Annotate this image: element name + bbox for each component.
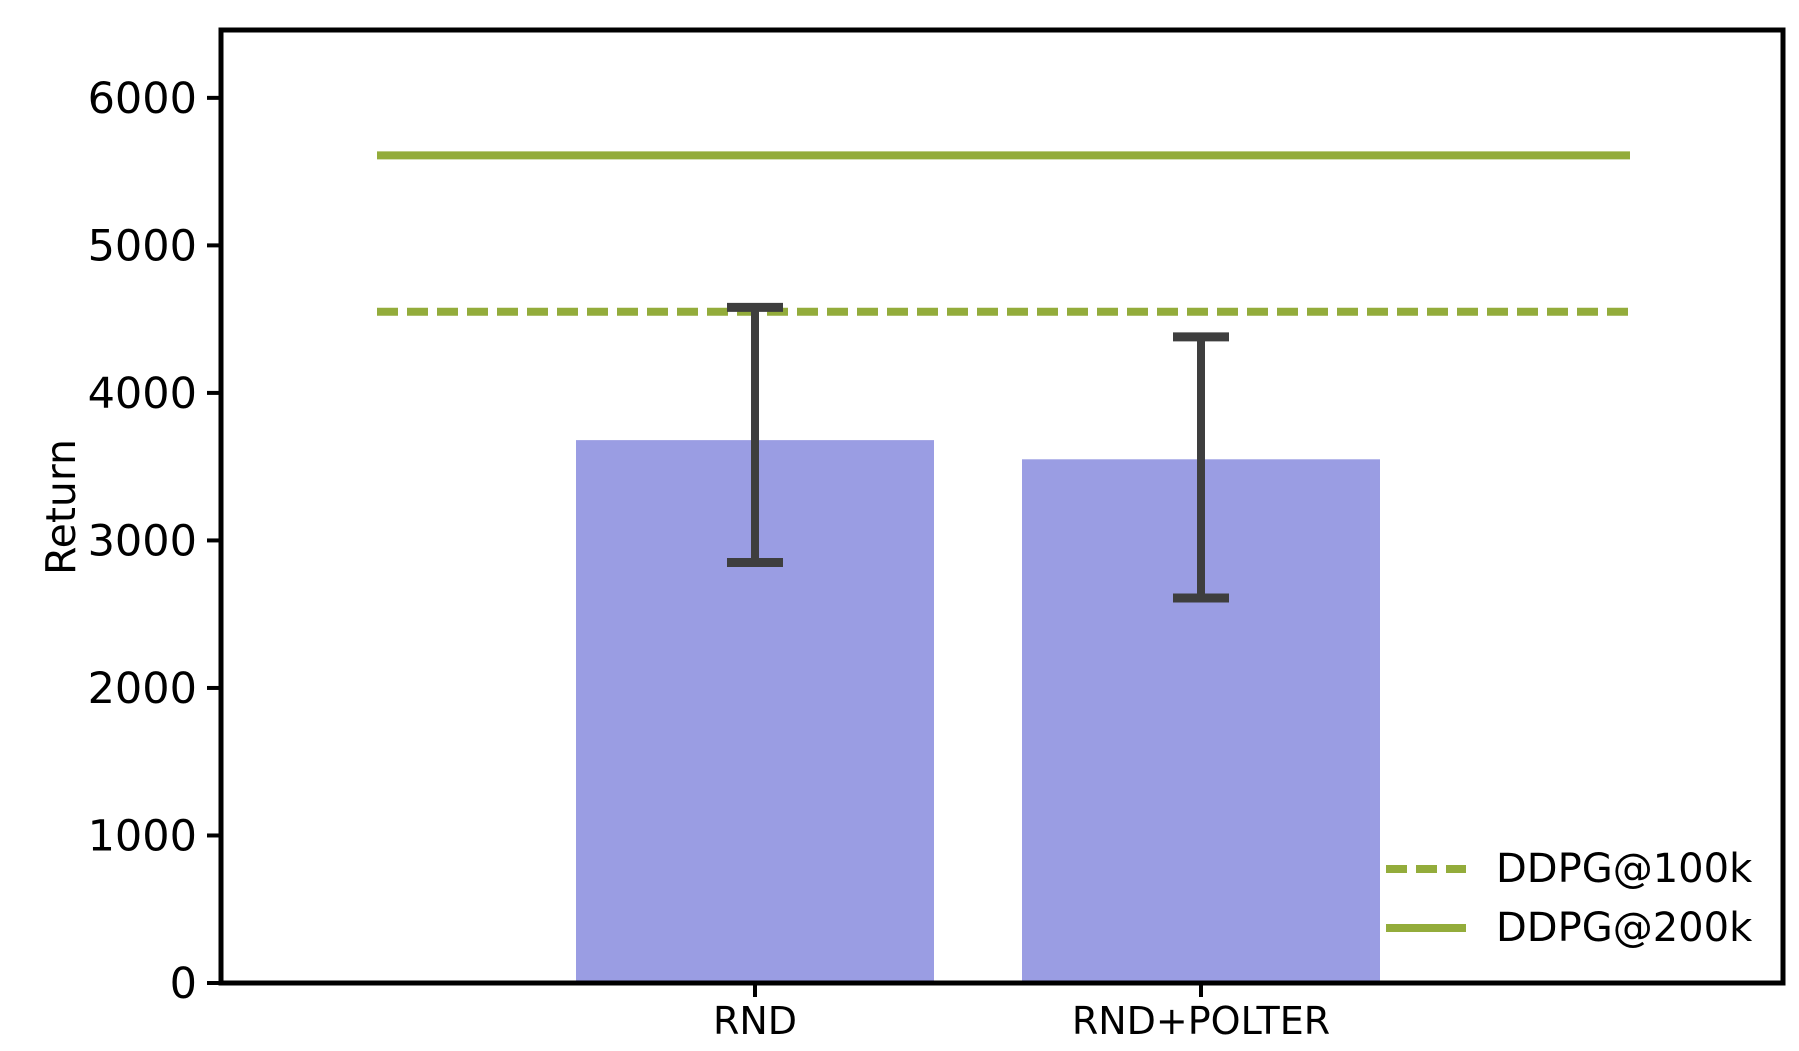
x-tick-label-rnd-polter: RND+POLTER [1072, 999, 1330, 1043]
legend-solid-line-icon [1386, 923, 1466, 932]
y-tick-label: 2000 [88, 664, 197, 714]
y-tick-label: 1000 [88, 811, 197, 861]
plot-border [218, 27, 1786, 986]
legend-dashed-line-icon [1386, 864, 1466, 873]
y-tick-label: 3000 [88, 516, 197, 566]
legend-label: DDPG@200k [1496, 904, 1753, 951]
x-tick-label-rnd: RND [713, 999, 797, 1043]
legend-item-ddpg-200k: DDPG@200k [1386, 898, 1752, 957]
legend-label: DDPG@100k [1496, 845, 1753, 892]
legend: DDPG@100k DDPG@200k [1386, 839, 1752, 957]
y-tick-label: 0 [170, 959, 197, 1009]
y-axis-label: Return [37, 438, 85, 576]
y-tick-label: 6000 [88, 74, 197, 124]
y-tick-label: 4000 [88, 369, 197, 419]
y-tick-label: 5000 [88, 221, 197, 271]
legend-item-ddpg-100k: DDPG@100k [1386, 839, 1752, 898]
